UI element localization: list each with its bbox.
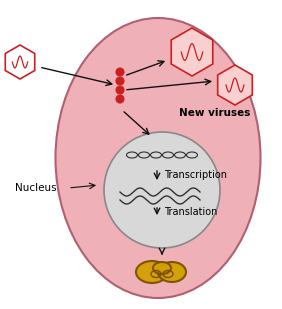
Ellipse shape xyxy=(153,262,171,274)
Text: Transcription: Transcription xyxy=(164,170,227,180)
Circle shape xyxy=(116,77,124,85)
Text: New viruses: New viruses xyxy=(179,108,251,118)
Polygon shape xyxy=(218,65,252,105)
Circle shape xyxy=(116,86,124,94)
Circle shape xyxy=(116,95,124,103)
Circle shape xyxy=(104,132,220,248)
Polygon shape xyxy=(5,45,35,79)
Text: Translation: Translation xyxy=(164,207,217,217)
Ellipse shape xyxy=(56,18,261,298)
Ellipse shape xyxy=(158,262,186,282)
Circle shape xyxy=(116,68,124,76)
Polygon shape xyxy=(171,28,213,76)
Text: Nucleus: Nucleus xyxy=(15,183,57,193)
Ellipse shape xyxy=(136,261,168,283)
